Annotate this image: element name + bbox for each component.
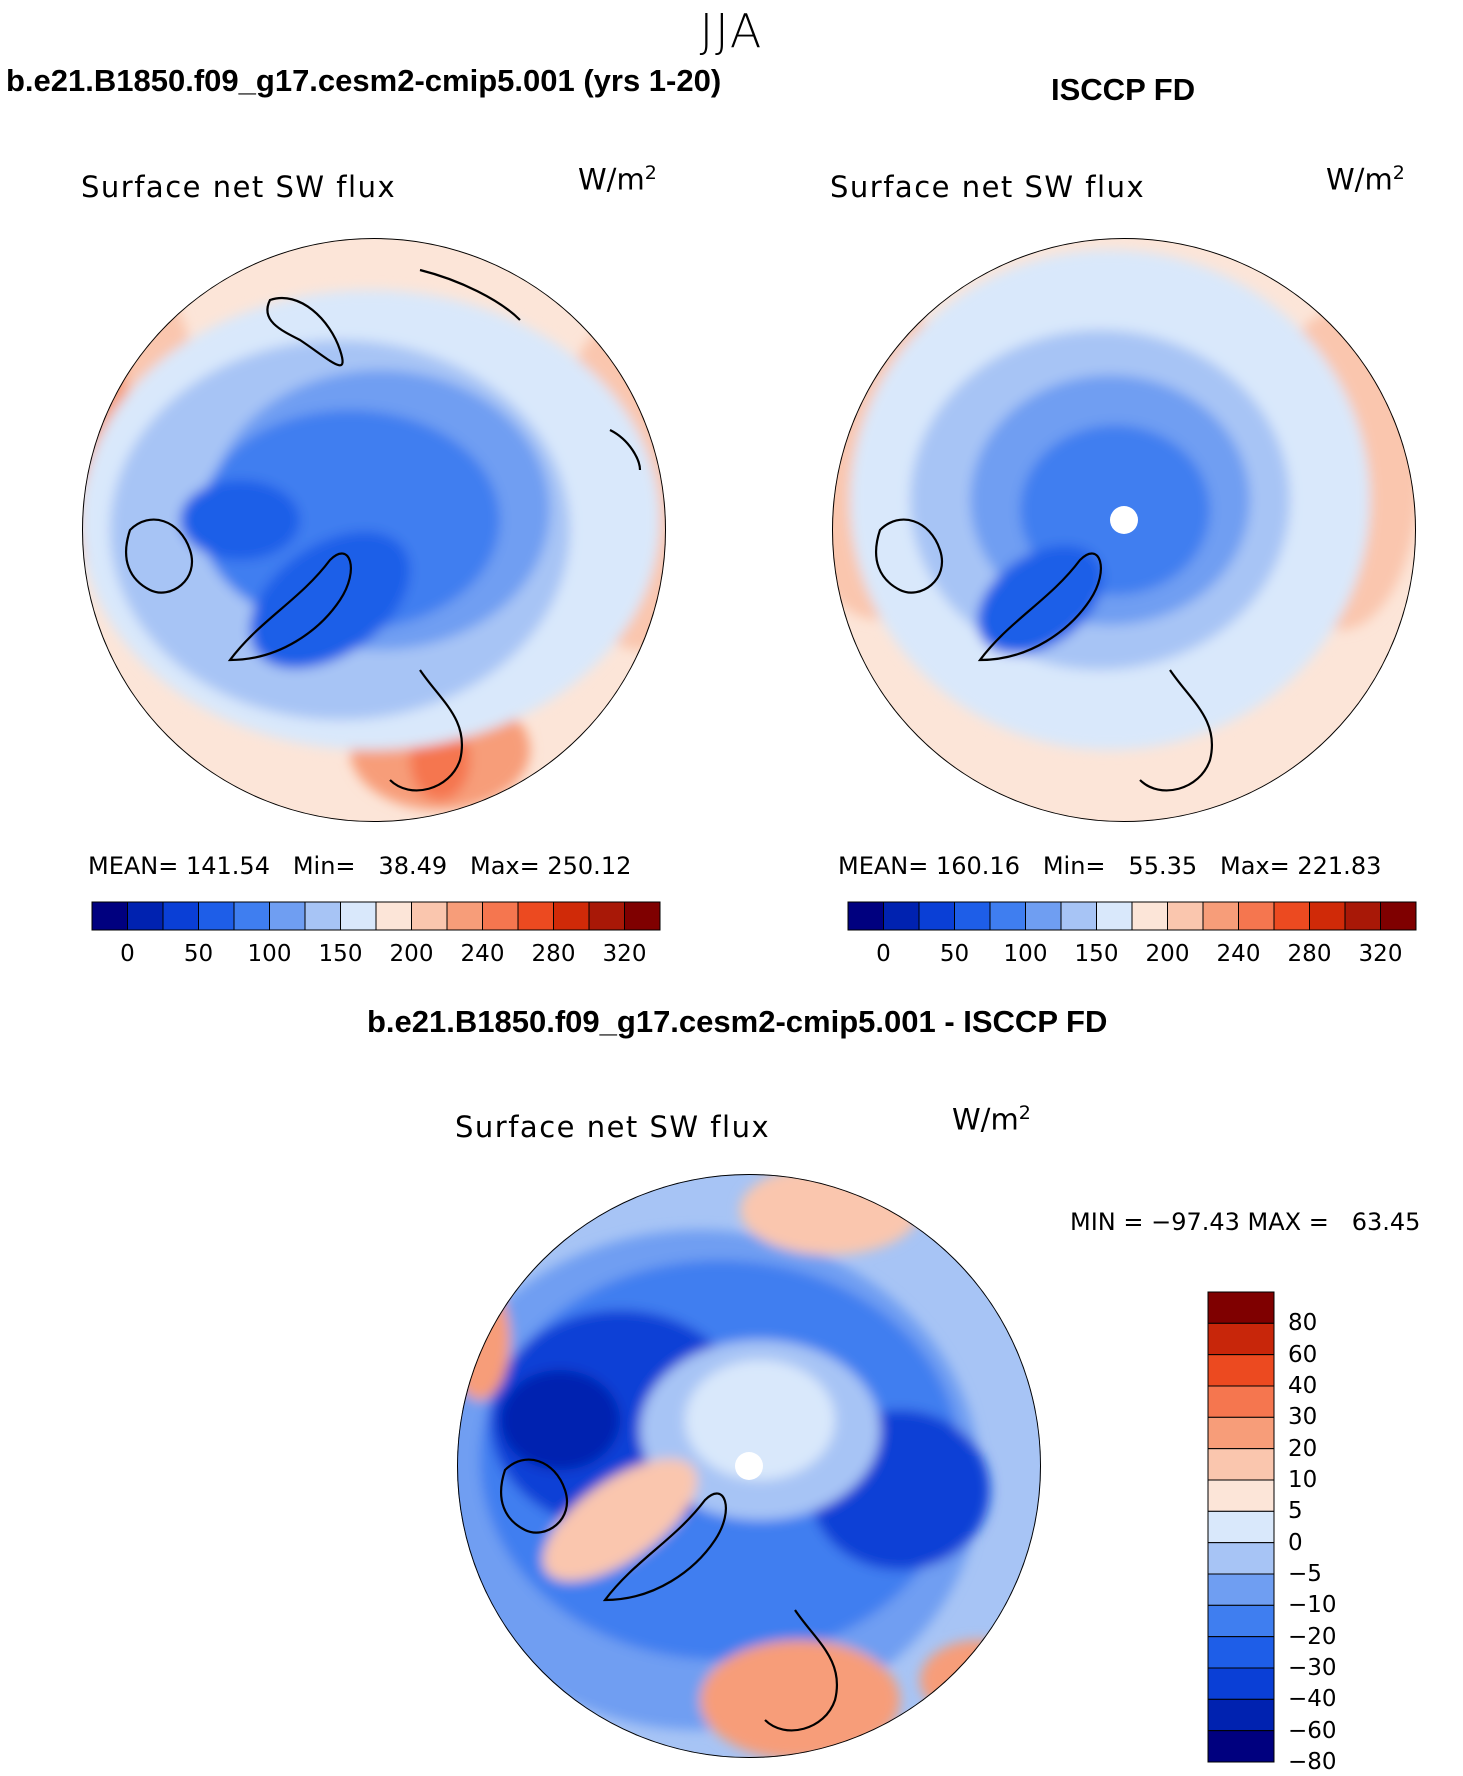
colorbar-swatch	[1207, 1385, 1275, 1418]
colorbar-tick-label: 150	[1074, 941, 1119, 967]
model-units-label: W/m2	[578, 162, 657, 197]
colorbar-tick-label: 280	[1287, 941, 1332, 967]
model-column-title: b.e21.B1850.f09_g17.cesm2-cmip5.001 (yrs…	[6, 63, 722, 98]
colorbar-tick-label: 240	[1216, 941, 1261, 967]
colorbar-swatch	[1131, 901, 1168, 931]
obs-colorbar	[847, 901, 1417, 931]
colorbar-swatch	[1207, 1542, 1275, 1575]
diff-colorbar	[1207, 1291, 1275, 1763]
colorbar-swatch	[1380, 901, 1417, 931]
colorbar-tick-label: 10	[1288, 1467, 1318, 1493]
colorbar-tick-label: 80	[1288, 1310, 1318, 1337]
colorbar-tick-label: −40	[1288, 1686, 1337, 1713]
diff-stats: MIN = −97.43 MAX = 63.45	[1070, 1208, 1421, 1236]
colorbar-swatch	[269, 901, 306, 931]
colorbar-swatch	[1344, 901, 1381, 931]
colorbar-tick-label: 30	[1288, 1404, 1318, 1431]
model-colorbar-ticks: 0 50 100 150 200 240 280 320	[0, 933, 1463, 967]
colorbar-tick-label: −20	[1288, 1623, 1337, 1650]
figure-season-title: JJA	[699, 4, 764, 58]
colorbar-tick-label: 60	[1288, 1341, 1318, 1368]
obs-variable-label: Surface net SW flux	[830, 170, 1146, 204]
model-variable-label: Surface net SW flux	[81, 170, 397, 204]
colorbar-tick-label: 200	[1145, 941, 1190, 967]
colorbar-swatch	[1207, 1322, 1275, 1356]
colorbar-swatch	[1207, 1479, 1275, 1512]
colorbar-tick-label: 0	[876, 941, 891, 967]
colorbar-swatch	[411, 901, 448, 931]
colorbar-tick-label: −80	[1288, 1749, 1337, 1775]
colorbar-tick-label: 150	[318, 941, 363, 967]
colorbar-tick-label: 100	[1003, 941, 1048, 967]
colorbar-swatch	[1060, 901, 1097, 931]
colorbar-tick-label: 200	[389, 941, 434, 967]
colorbar-tick-label: 280	[531, 941, 576, 967]
colorbar-tick-label: 50	[183, 941, 214, 967]
colorbar-swatch	[588, 901, 625, 931]
colorbar-swatch	[1207, 1667, 1275, 1700]
colorbar-tick-label: −5	[1288, 1561, 1322, 1587]
colorbar-swatch	[1207, 1698, 1275, 1732]
colorbar-swatch	[1273, 901, 1310, 931]
colorbar-tick-label: 50	[939, 941, 970, 967]
colorbar-swatch	[127, 901, 164, 931]
colorbar-swatch	[553, 901, 590, 931]
obs-stats: MEAN= 160.16 Min= 55.35 Max= 221.83	[838, 852, 1382, 880]
colorbar-tick-label: −30	[1288, 1655, 1337, 1681]
colorbar-swatch	[233, 901, 270, 931]
colorbar-tick-label: 20	[1288, 1435, 1318, 1462]
colorbar-tick-label: 40	[1288, 1373, 1318, 1399]
colorbar-tick-label: 0	[120, 941, 135, 967]
diff-title: b.e21.B1850.f09_g17.cesm2-cmip5.001 - IS…	[367, 1004, 1108, 1039]
colorbar-tick-label: 100	[247, 941, 292, 967]
colorbar-swatch	[1096, 901, 1133, 931]
colorbar-swatch	[1167, 901, 1204, 931]
colorbar-swatch	[1238, 901, 1275, 931]
colorbar-swatch	[1207, 1573, 1275, 1606]
colorbar-tick-label: 320	[1358, 941, 1403, 967]
colorbar-swatch	[1207, 1448, 1275, 1481]
colorbar-tick-label: −60	[1288, 1717, 1337, 1744]
colorbar-swatch	[1207, 1730, 1275, 1763]
colorbar-swatch	[1207, 1604, 1275, 1638]
obs-colorbar-ticks: 0 50 100 150 200 240 280 320	[0, 933, 1463, 967]
colorbar-swatch	[340, 901, 377, 931]
diff-map	[457, 1174, 1041, 1758]
colorbar-swatch	[1207, 1291, 1275, 1324]
colorbar-swatch	[198, 901, 235, 931]
obs-units-label: W/m2	[1326, 162, 1405, 197]
model-map	[82, 238, 666, 822]
colorbar-swatch	[954, 901, 991, 931]
colorbar-tick-label: 320	[602, 941, 647, 967]
colorbar-tick-label: 0	[1288, 1529, 1303, 1556]
colorbar-swatch	[482, 901, 519, 931]
obs-map	[832, 238, 1416, 822]
colorbar-swatch	[989, 901, 1026, 931]
colorbar-swatch	[918, 901, 955, 931]
colorbar-swatch	[847, 901, 884, 931]
colorbar-tick-label: −10	[1288, 1592, 1337, 1619]
colorbar-swatch	[91, 901, 128, 931]
colorbar-swatch	[1202, 901, 1239, 931]
diff-units-label: W/m2	[952, 1102, 1031, 1137]
colorbar-tick-label: 5	[1288, 1498, 1303, 1525]
colorbar-tick-label: 240	[460, 941, 505, 967]
colorbar-swatch	[1207, 1354, 1275, 1387]
diff-variable-label: Surface net SW flux	[455, 1110, 771, 1144]
colorbar-swatch	[304, 901, 341, 931]
colorbar-swatch	[1207, 1636, 1275, 1669]
obs-column-title: ISCCP FD	[1051, 72, 1196, 107]
colorbar-swatch	[624, 901, 661, 931]
model-colorbar	[91, 901, 661, 931]
model-stats: MEAN= 141.54 Min= 38.49 Max= 250.12	[88, 852, 632, 880]
